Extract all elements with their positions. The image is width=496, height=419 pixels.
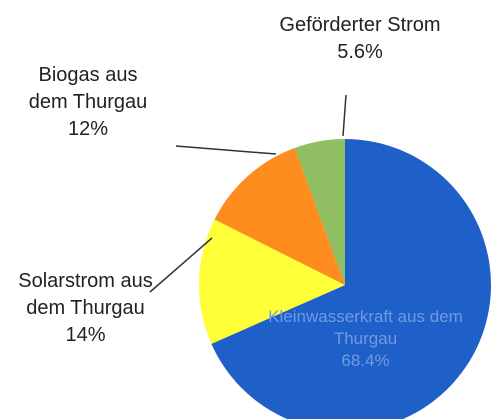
slice-label: Geförderter Strom 5.6% — [240, 12, 480, 66]
value-label: 68.4% — [341, 351, 390, 370]
category-label: Biogas aus dem Thurgau — [28, 64, 148, 113]
pie-slice — [214, 147, 345, 285]
slice-label: Solarstrom aus dem Thurgau 14% — [18, 268, 153, 349]
value-label: 12% — [67, 118, 109, 140]
category-label: Geförderter Strom — [279, 14, 441, 36]
pie — [199, 139, 492, 419]
pie-slice — [294, 139, 345, 285]
category-label: Kleinwasserkraft aus dem Thurgau — [268, 307, 463, 348]
pie-slice — [211, 139, 492, 419]
pie-slice — [199, 219, 345, 344]
leader-line — [175, 145, 277, 155]
leader-line — [149, 237, 213, 293]
slice-label: Kleinwasserkraft aus dem Thurgau 68.4% — [268, 306, 463, 372]
category-label: Solarstrom aus dem Thurgau — [18, 270, 153, 319]
value-label: 14% — [65, 324, 106, 346]
slice-label: Biogas aus dem Thurgau 12% — [18, 62, 158, 143]
leader-line — [342, 94, 347, 137]
value-label: 5.6% — [337, 41, 383, 63]
